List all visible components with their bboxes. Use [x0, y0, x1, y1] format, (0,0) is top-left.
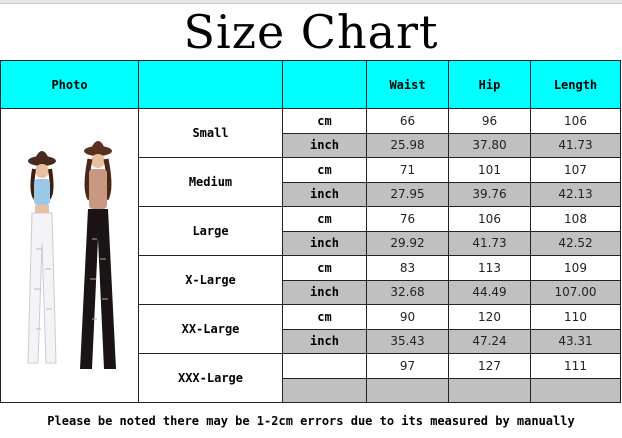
unit-cell: inch — [282, 279, 367, 305]
size-name: Small — [138, 108, 283, 158]
length-cell: 42.52 — [530, 230, 621, 256]
unit-cell: cm — [282, 157, 367, 183]
waist-cell: 76 — [366, 206, 449, 232]
waist-cell — [366, 377, 449, 403]
hip-cell: 47.24 — [448, 328, 531, 354]
waist-cell: 25.98 — [366, 132, 449, 158]
photo-cell — [0, 108, 139, 403]
size-name: XX-Large — [138, 304, 283, 354]
table-row: Small cm 66 96 106 — [0, 108, 621, 403]
size-name: X-Large — [138, 255, 283, 305]
waist-cell: 90 — [366, 304, 449, 330]
length-cell: 108 — [530, 206, 621, 232]
hip-cell: 39.76 — [448, 181, 531, 207]
footer-note: Please be noted there may be 1-2cm error… — [47, 414, 575, 428]
page-title: Size Chart — [183, 5, 439, 59]
length-cell: 111 — [530, 353, 621, 379]
hip-cell — [448, 377, 531, 403]
table-row: inch 29.92 41.73 42.52 — [1, 230, 621, 256]
table-row: X-Large cm 83 113 109 — [1, 255, 621, 305]
table-row: XXX-Large 97 127 111 — [1, 353, 621, 403]
length-cell: 107 — [530, 157, 621, 183]
unit-cell: inch — [282, 230, 367, 256]
hip-cell: 41.73 — [448, 230, 531, 256]
length-cell: 109 — [530, 255, 621, 281]
size-name: Medium — [138, 157, 283, 207]
hip-cell: 96 — [448, 108, 531, 134]
length-cell — [530, 377, 621, 403]
table-row: inch 27.95 39.76 42.13 — [1, 181, 621, 207]
length-cell: 41.73 — [530, 132, 621, 158]
table-row: XX-Large cm 90 120 110 — [1, 304, 621, 354]
waist-cell: 66 — [366, 108, 449, 134]
size-table: Photo Waist Hip Length Small cm 66 96 106 inc… — [0, 60, 621, 403]
header-waist: Waist — [366, 60, 449, 109]
hip-cell: 106 — [448, 206, 531, 232]
unit-cell: cm — [282, 108, 367, 134]
header-hip: Hip — [448, 60, 531, 109]
length-cell: 107.00 — [530, 279, 621, 305]
table-row: inch 25.98 37.80 41.73 — [1, 132, 621, 158]
size-name: XXX-Large — [138, 353, 283, 403]
waist-cell: 71 — [366, 157, 449, 183]
waist-cell: 35.43 — [366, 328, 449, 354]
unit-cell: inch — [282, 132, 367, 158]
header-unit — [282, 60, 367, 109]
length-cell: 43.31 — [530, 328, 621, 354]
hip-cell: 44.49 — [448, 279, 531, 305]
waist-cell: 29.92 — [366, 230, 449, 256]
table-row: Large cm 76 106 108 — [1, 206, 621, 256]
waist-cell: 97 — [366, 353, 449, 379]
hip-cell: 127 — [448, 353, 531, 379]
header-photo: Photo — [0, 60, 139, 109]
size-name: Large — [138, 206, 283, 256]
model-left — [26, 151, 57, 364]
length-cell: 42.13 — [530, 181, 621, 207]
length-cell: 106 — [530, 108, 621, 134]
unit-cell — [282, 377, 367, 403]
waist-cell: 83 — [366, 255, 449, 281]
header-length: Length — [530, 60, 621, 109]
hip-cell: 101 — [448, 157, 531, 183]
waist-cell: 32.68 — [366, 279, 449, 305]
header-size — [138, 60, 283, 109]
length-cell: 110 — [530, 304, 621, 330]
hip-cell: 37.80 — [448, 132, 531, 158]
unit-cell: inch — [282, 181, 367, 207]
hip-cell: 120 — [448, 304, 531, 330]
top-strip — [0, 0, 622, 4]
table-row — [1, 377, 621, 403]
unit-cell: cm — [282, 255, 367, 281]
waist-cell: 27.95 — [366, 181, 449, 207]
header-row: Photo Waist Hip Length — [0, 60, 621, 109]
unit-cell: cm — [282, 206, 367, 232]
unit-cell: inch — [282, 328, 367, 354]
hip-cell: 113 — [448, 255, 531, 281]
unit-cell — [282, 353, 367, 379]
model-right — [79, 141, 116, 369]
product-photo — [26, 141, 116, 369]
unit-cell: cm — [282, 304, 367, 330]
